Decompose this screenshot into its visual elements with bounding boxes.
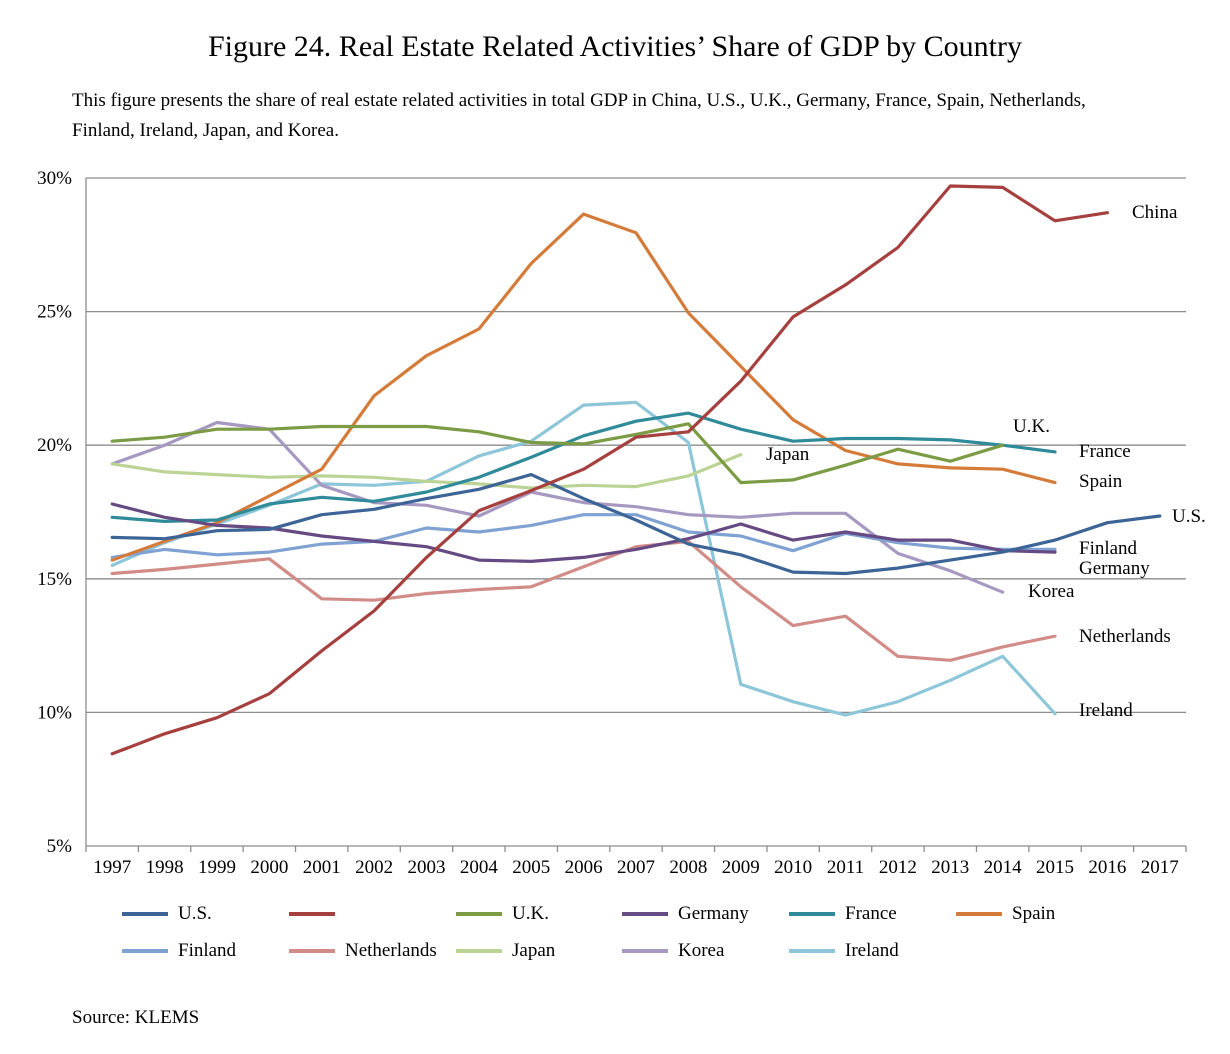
x-tick-label: 2008 (669, 857, 707, 878)
legend-label: U.K. (512, 903, 549, 924)
legend-item: U.S. (122, 902, 212, 926)
legend-label: France (845, 903, 897, 924)
legend-label: U.S. (178, 903, 212, 924)
legend-swatch (289, 912, 335, 916)
x-tick-label: 2016 (1088, 857, 1126, 878)
legend-label: Finland (178, 940, 237, 961)
series-line-finland (110, 513, 1057, 560)
legend-label: Germany (678, 903, 749, 924)
x-tick-label: 2014 (984, 857, 1023, 878)
legend-label: Ireland (845, 940, 899, 961)
x-tick-label: 1998 (146, 857, 184, 878)
legend-label: Japan (512, 940, 556, 961)
chart-title: Figure 24. Real Estate Related Activitie… (207, 30, 1022, 63)
legend-swatch (122, 949, 168, 953)
legend-swatch (956, 912, 1002, 916)
series-end-label: Finland (1079, 538, 1138, 559)
series-line-france (110, 411, 1057, 524)
legend-swatch (122, 912, 168, 916)
legend-item (289, 902, 345, 926)
legend-swatch (622, 912, 668, 916)
x-tick-label: 2004 (460, 857, 499, 878)
legend-label: Spain (1012, 903, 1056, 924)
y-tick-label: 5% (47, 836, 73, 857)
x-tick-label: 1999 (198, 857, 236, 878)
series-end-label: Korea (1028, 581, 1075, 602)
y-tick-label: 30% (37, 168, 72, 189)
series-end-label: U.S. (1172, 506, 1206, 527)
legend-swatch (789, 949, 835, 953)
series-line-netherlands (110, 539, 1057, 662)
x-tick-label: 2007 (617, 857, 655, 878)
series-end-label: France (1079, 441, 1131, 462)
x-tick-label: 2006 (565, 857, 603, 878)
x-tick-label: 2000 (250, 857, 288, 878)
y-tick-label: 20% (37, 435, 72, 456)
x-tick-label: 2010 (774, 857, 812, 878)
series-end-label: Ireland (1079, 700, 1133, 721)
series-line-spain (110, 212, 1057, 562)
legend-swatch (456, 949, 502, 953)
x-tick-label: 1997 (93, 857, 131, 878)
legend-label: Netherlands (345, 940, 437, 961)
series-line-china (110, 184, 1110, 756)
source-note: Source: KLEMS (72, 1007, 200, 1028)
series-line-us (110, 473, 1162, 576)
series-end-label: Netherlands (1079, 626, 1171, 647)
legend-item: France (789, 902, 897, 926)
legend-item: Ireland (789, 939, 899, 963)
x-tick-label: 2011 (827, 857, 864, 878)
series-end-label: Germany (1079, 558, 1150, 579)
y-tick-label: 15% (37, 569, 72, 590)
x-tick-label: 2009 (722, 857, 760, 878)
chart-subtitle: This figure presents the share of real e… (72, 90, 1086, 141)
legend-item: U.K. (456, 902, 549, 926)
series-end-label: China (1132, 202, 1178, 223)
x-tick-label: 2015 (1036, 857, 1074, 878)
series-end-label: Japan (766, 444, 810, 465)
y-tick-label: 10% (37, 702, 72, 723)
legend-item: Japan (456, 939, 555, 963)
x-tick-label: 2001 (303, 857, 341, 878)
x-tick-label: 2003 (407, 857, 445, 878)
series-line-japan (110, 453, 743, 490)
legend-swatch (456, 912, 502, 916)
x-tick-label: 2017 (1141, 857, 1179, 878)
legend-item: Finland (122, 939, 236, 963)
y-tick-label: 25% (37, 302, 72, 323)
legend-swatch (622, 949, 668, 953)
series-end-label: Spain (1079, 471, 1123, 492)
legend-swatch (289, 949, 335, 953)
legend-item: Netherlands (289, 939, 437, 963)
series-end-label: U.K. (1013, 416, 1050, 437)
x-tick-label: 2012 (879, 857, 917, 878)
legend-swatch (789, 912, 835, 916)
legend-item: Germany (622, 902, 749, 926)
x-tick-label: 2005 (512, 857, 550, 878)
legend-label: Korea (678, 940, 725, 961)
legend-item: Korea (622, 939, 724, 963)
series-line-uk (110, 422, 1005, 485)
x-tick-label: 2013 (931, 857, 969, 878)
x-tick-label: 2002 (355, 857, 393, 878)
legend-item: Spain (956, 902, 1055, 926)
